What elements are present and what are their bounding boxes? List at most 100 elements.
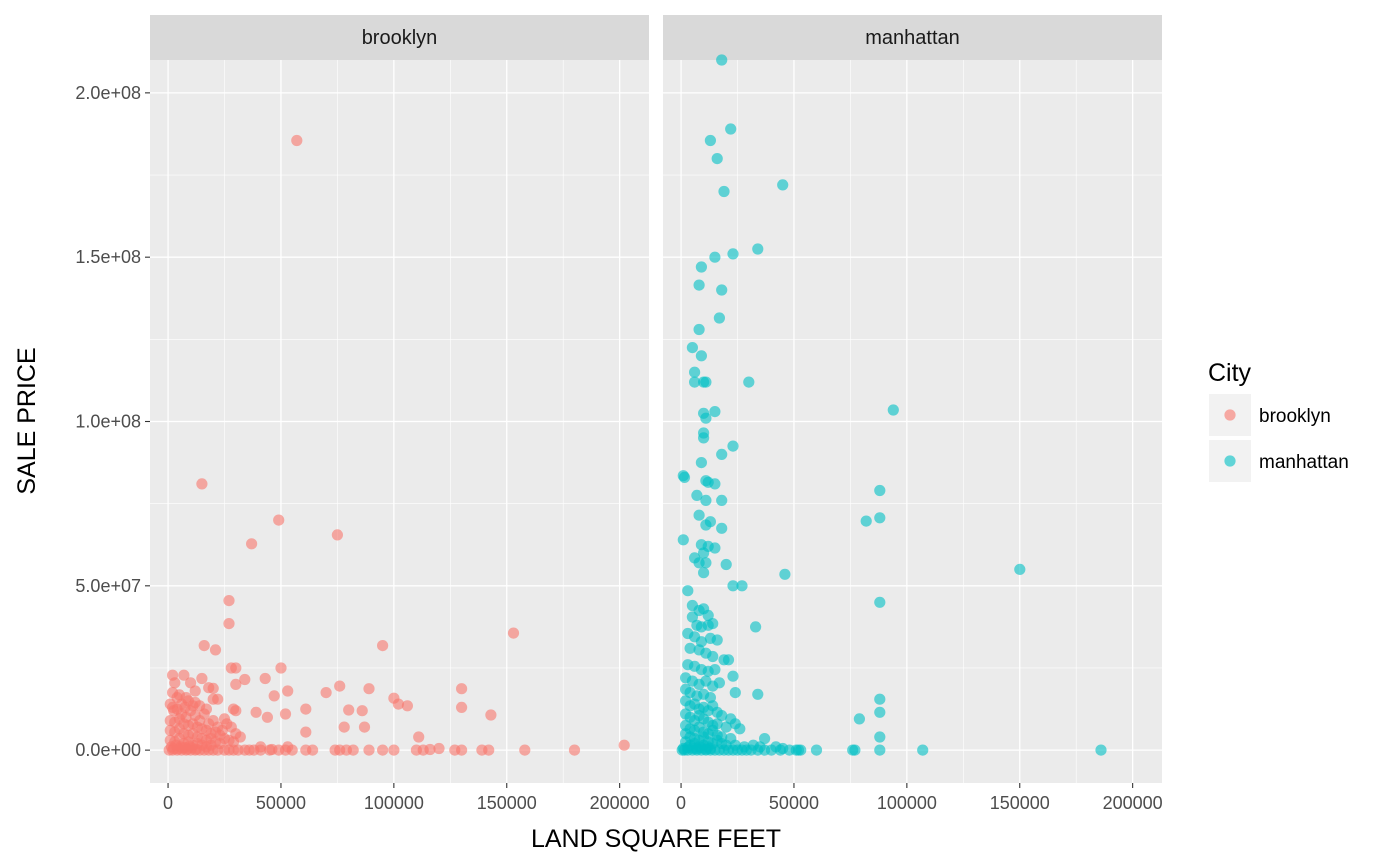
data-point-manhattan — [704, 742, 717, 755]
data-point-manhattan — [874, 731, 886, 743]
data-point-manhattan — [718, 185, 730, 198]
data-point-manhattan — [695, 350, 708, 362]
strip-manhattan-background — [663, 15, 1162, 60]
data-point-manhattan — [698, 567, 710, 579]
data-point-manhattan — [725, 123, 737, 135]
data-point-brooklyn — [261, 711, 273, 723]
x-tick-label: 0 — [676, 793, 686, 813]
x-tick-label: 50000 — [256, 793, 306, 813]
x-tick-label: 200000 — [1103, 793, 1163, 813]
y-axis: 0.0e+00 5.0e+07 1.0e+08 1.5e+08 2.0e+08 — [75, 83, 150, 760]
points-brooklyn — [163, 134, 630, 756]
panel-brooklyn: brooklyn — [150, 15, 649, 783]
data-point-brooklyn — [207, 682, 219, 695]
data-point-brooklyn — [300, 726, 312, 738]
data-point-manhattan — [743, 376, 755, 388]
x-axis: 0 50000 100000 150000 200000 0 50000 100000 1500… — [163, 783, 1163, 813]
data-point-brooklyn — [507, 627, 520, 639]
data-point-manhattan — [716, 710, 728, 722]
data-point-manhattan — [689, 366, 701, 378]
data-point-manhattan — [709, 478, 721, 490]
data-point-brooklyn — [212, 693, 224, 705]
data-point-manhattan — [702, 609, 714, 622]
data-point-brooklyn — [338, 721, 350, 733]
data-point-manhattan — [716, 54, 728, 66]
data-point-brooklyn — [230, 678, 242, 691]
y-tick-label: 0.0e+00 — [75, 740, 141, 760]
data-point-brooklyn — [356, 705, 368, 717]
y-tick-label: 5.0e+07 — [75, 576, 141, 596]
data-point-manhattan — [752, 243, 764, 255]
legend-label-brooklyn: brooklyn — [1259, 406, 1331, 427]
data-point-brooklyn — [209, 644, 222, 656]
data-point-manhattan — [729, 687, 741, 699]
data-point-brooklyn — [279, 708, 292, 720]
data-point-manhattan — [860, 515, 872, 527]
data-point-brooklyn — [485, 709, 497, 721]
data-point-manhattan — [722, 654, 735, 666]
grid-brooklyn — [150, 60, 649, 783]
data-point-brooklyn — [223, 595, 235, 607]
data-point-manhattan — [698, 547, 710, 559]
data-point-brooklyn — [413, 731, 425, 743]
x-axis-title: LAND SQUARE FEET — [531, 825, 781, 853]
data-point-brooklyn — [358, 721, 371, 733]
panel-manhattan: manhattan — [663, 15, 1162, 783]
data-point-brooklyn — [250, 706, 262, 718]
data-point-manhattan — [709, 664, 721, 676]
data-point-brooklyn — [171, 692, 183, 704]
legend-key-brooklyn-icon — [1224, 409, 1236, 421]
data-point-brooklyn — [618, 739, 630, 751]
data-point-manhattan — [691, 489, 703, 501]
data-point-brooklyn — [268, 690, 280, 702]
data-point-manhattan — [1014, 563, 1026, 576]
data-point-brooklyn — [230, 662, 242, 674]
data-point-manhattan — [887, 404, 899, 416]
data-point-brooklyn — [189, 685, 201, 697]
data-point-manhattan — [874, 596, 886, 608]
data-point-brooklyn — [300, 703, 312, 715]
data-point-brooklyn — [259, 672, 271, 685]
x-tick-label: 100000 — [877, 793, 937, 813]
data-point-manhattan — [677, 534, 689, 546]
data-point-brooklyn — [227, 703, 240, 715]
data-point-brooklyn — [246, 538, 258, 550]
data-point-brooklyn — [198, 640, 210, 652]
data-point-manhattan — [716, 284, 728, 296]
data-point-manhattan — [874, 706, 886, 718]
data-point-manhattan — [734, 723, 746, 735]
data-point-manhattan — [917, 744, 929, 756]
data-point-brooklyn — [168, 705, 180, 717]
data-point-brooklyn — [476, 744, 488, 756]
data-point-brooklyn — [377, 640, 389, 652]
data-point-brooklyn — [456, 701, 468, 714]
data-point-brooklyn — [433, 742, 445, 755]
x-tick-label: 100000 — [364, 793, 424, 813]
data-point-manhattan — [698, 432, 710, 444]
data-point-brooklyn — [223, 618, 235, 630]
data-point-manhattan — [783, 744, 796, 756]
x-tick-label: 50000 — [769, 793, 819, 813]
data-point-brooklyn — [417, 744, 429, 756]
data-point-manhattan — [752, 688, 764, 700]
data-point-manhattan — [709, 542, 721, 554]
data-point-manhattan — [709, 406, 721, 418]
data-point-manhattan — [716, 522, 728, 534]
data-point-brooklyn — [273, 744, 285, 756]
data-point-brooklyn — [363, 683, 375, 695]
data-point-manhattan — [700, 376, 712, 388]
data-point-manhattan — [736, 580, 748, 592]
data-point-brooklyn — [187, 700, 199, 712]
y-tick-label: 1.0e+08 — [75, 412, 141, 432]
data-point-manhattan — [1095, 744, 1107, 756]
x-tick-label: 150000 — [990, 793, 1050, 813]
data-point-manhattan — [695, 261, 708, 273]
data-point-brooklyn — [275, 662, 287, 674]
data-point-manhattan — [693, 509, 705, 521]
data-point-brooklyn — [334, 680, 346, 692]
data-point-manhattan — [727, 670, 739, 682]
data-point-manhattan — [704, 134, 717, 147]
data-point-brooklyn — [221, 718, 233, 730]
data-point-brooklyn — [343, 704, 355, 716]
